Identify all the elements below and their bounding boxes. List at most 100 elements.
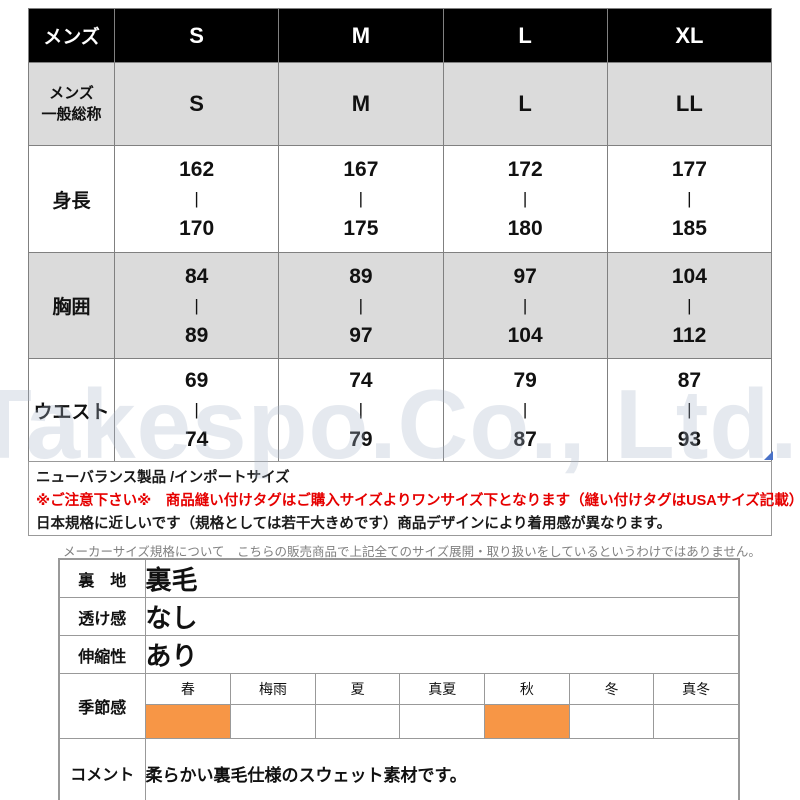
season-rainy: 梅雨 (230, 674, 315, 738)
season-midsummer: 真夏 (399, 674, 485, 738)
stretch-value: あり (144, 635, 740, 674)
col-header-l: L (442, 8, 608, 63)
stretch-label: 伸縮性 (58, 635, 146, 674)
general-row-label-line2: 一般総称 (41, 106, 102, 123)
col-header-xl: XL (606, 8, 773, 63)
range-to: 185 (671, 217, 707, 240)
sheerness-value: なし (144, 597, 740, 636)
season-indicator (569, 705, 654, 738)
range-separator: | (522, 295, 528, 315)
general-value-l: L (442, 62, 608, 146)
range-from: 79 (513, 369, 537, 392)
height-value-s: 162 | 170 (113, 145, 280, 253)
chest-value-m: 89 | 97 (278, 252, 444, 359)
size-table-corner-label: メンズ (28, 8, 115, 63)
season-name: 真夏 (400, 674, 485, 705)
waist-value-m: 74 | 79 (278, 358, 444, 462)
season-indicator (485, 705, 569, 738)
range-to: 74 (184, 428, 209, 451)
season-summer: 夏 (314, 674, 400, 738)
general-value-m: M (278, 62, 444, 146)
season-label: 季節感 (58, 673, 146, 739)
range-from: 74 (349, 369, 373, 392)
chest-value-xl: 104 | 112 (606, 252, 773, 359)
chest-row: 胸囲 84 | 89 89 | 97 97 | 104 104 | 112 (28, 252, 773, 359)
season-cells: 春 梅雨 夏 真夏 秋 (144, 673, 740, 739)
general-row-label: メンズ 一般総称 (28, 62, 115, 146)
season-indicator (231, 705, 315, 738)
waist-value-l: 79 | 87 (442, 358, 608, 462)
range-to: 97 (349, 323, 373, 347)
height-value-l: 172 | 180 (442, 145, 608, 253)
range-separator: | (358, 400, 364, 419)
lining-value: 裏毛 (144, 558, 740, 598)
general-value-s: S (113, 62, 280, 146)
range-from: 84 (184, 264, 209, 288)
col-header-m: M (278, 8, 444, 63)
general-name-row: メンズ 一般総称 S M L LL (28, 62, 773, 146)
fabric-detail-table: 裏 地 裏毛 透け感 なし 伸縮性 あり 季節感 春 梅雨 (58, 558, 740, 800)
chest-value-l: 97 | 104 (442, 252, 608, 359)
season-spring: 春 (145, 674, 231, 738)
height-row: 身長 162 | 170 167 | 175 172 | 180 177 | 1… (28, 145, 773, 253)
range-from: 87 (677, 369, 702, 392)
season-midwinter: 真冬 (653, 674, 738, 738)
season-indicator (145, 705, 231, 738)
chest-row-label: 胸囲 (28, 252, 115, 359)
height-row-label: 身長 (28, 145, 115, 253)
range-to: 93 (677, 428, 702, 451)
range-from: 162 (179, 158, 215, 181)
range-to: 87 (513, 428, 537, 451)
season-name: 春 (145, 674, 231, 705)
comment-label: コメント (58, 738, 146, 800)
range-to: 79 (349, 428, 373, 451)
range-separator: | (194, 400, 199, 419)
notes-box: ニューバランス製品 /インポートサイズ ※ご注意下さい※ 商品縫い付けタグはご購… (28, 461, 800, 536)
range-separator: | (358, 189, 364, 208)
comment-row: コメント 柔らかい裏毛仕様のスウェット素材です。 (58, 738, 740, 800)
range-from: 167 (343, 158, 379, 181)
range-to: 112 (672, 323, 707, 347)
waist-row: ウエスト 69 | 74 74 | 79 79 | 87 87 | 93 (28, 358, 773, 462)
comment-value: 柔らかい裏毛仕様のスウェット素材です。 (144, 738, 740, 800)
waist-value-xl: 87 | 93 (606, 358, 773, 462)
general-value-xl: LL (606, 62, 773, 146)
mens-size-table: メンズ S M L XL メンズ 一般総称 S M L LL 身長 162 | … (28, 8, 773, 462)
range-separator: | (687, 295, 692, 315)
height-value-m: 167 | 175 (278, 145, 444, 253)
stretch-row: 伸縮性 あり (58, 635, 740, 674)
range-to: 104 (507, 323, 543, 347)
note-fit: 日本規格に近しいです（規格としては若干大きめです）商品デザインにより着用感が異な… (36, 516, 672, 532)
range-from: 172 (507, 158, 543, 181)
season-row: 季節感 春 梅雨 夏 真夏 (58, 673, 740, 739)
range-separator: | (194, 189, 199, 208)
season-name: 夏 (315, 674, 400, 705)
sheerness-label: 透け感 (58, 597, 146, 636)
range-to: 175 (343, 217, 379, 240)
range-from: 69 (184, 369, 209, 392)
note-warning: ※ご注意下さい※ 商品縫い付けタグはご購入サイズよりワンサイズ下となります（縫い… (36, 493, 800, 509)
lining-row: 裏 地 裏毛 (58, 558, 740, 598)
waist-row-label: ウエスト (28, 358, 115, 462)
general-row-label-line1: メンズ (49, 85, 94, 102)
col-header-s: S (113, 8, 280, 63)
season-autumn: 秋 (484, 674, 569, 738)
note-brand-import: ニューバランス製品 /インポートサイズ (36, 470, 290, 486)
range-to: 180 (507, 217, 543, 240)
waist-value-s: 69 | 74 (113, 358, 280, 462)
size-table-header-row: メンズ S M L XL (28, 8, 773, 63)
range-from: 97 (513, 264, 537, 288)
range-separator: | (522, 400, 528, 419)
season-name: 真冬 (654, 674, 738, 705)
range-to: 170 (179, 217, 215, 240)
range-separator: | (522, 189, 528, 208)
range-separator: | (194, 295, 199, 315)
lining-label: 裏 地 (58, 558, 146, 598)
range-to: 89 (184, 323, 209, 347)
season-indicator (400, 705, 485, 738)
range-from: 89 (349, 264, 373, 288)
season-indicator (315, 705, 400, 738)
range-from: 177 (671, 158, 707, 181)
maker-size-footnote: メーカーサイズ規格について こちらの販売商品で上記全てのサイズ展開・取り扱いをし… (63, 545, 761, 559)
